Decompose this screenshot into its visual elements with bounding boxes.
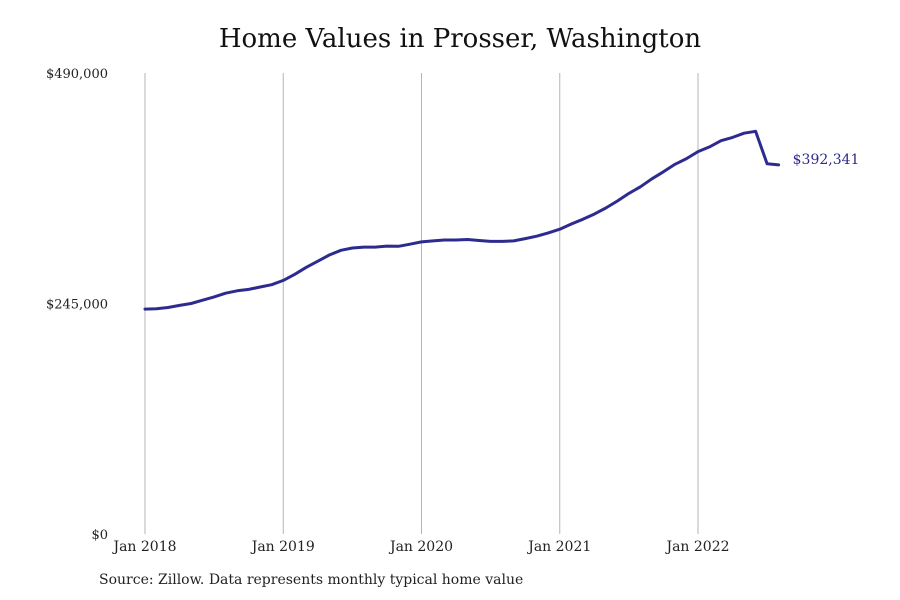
- x-tick-label: Jan 2019: [250, 539, 315, 555]
- x-tick-label: Jan 2021: [526, 539, 591, 555]
- end-value-label: $392,341: [793, 152, 860, 168]
- y-tick-label: $490,000: [46, 67, 108, 82]
- y-tick-label: $245,000: [46, 298, 108, 313]
- x-tick-label: Jan 2022: [664, 539, 729, 555]
- x-tick-label: Jan 2018: [111, 539, 176, 555]
- chart-title: Home Values in Prosser, Washington: [218, 24, 702, 54]
- x-tick-label: Jan 2020: [388, 539, 453, 555]
- source-note: Source: Zillow. Data represents monthly …: [99, 572, 524, 588]
- series-line: [143, 129, 781, 311]
- y-tick-label: $0: [91, 528, 108, 543]
